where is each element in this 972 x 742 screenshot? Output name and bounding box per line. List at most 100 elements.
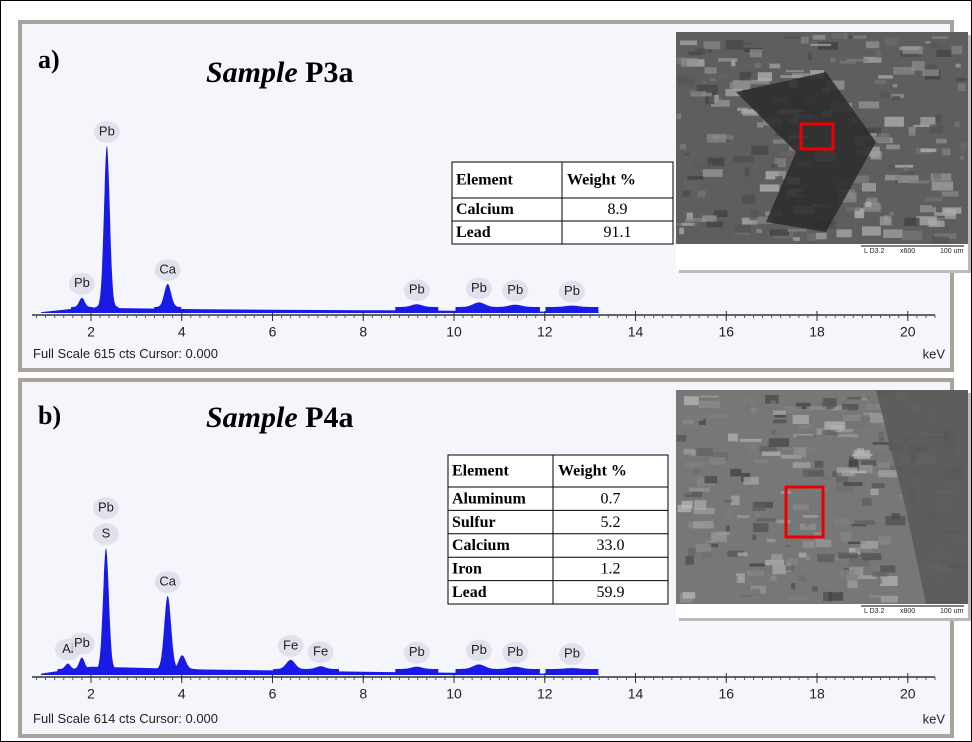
image-texture [866, 402, 877, 408]
image-texture [785, 70, 805, 73]
image-texture [909, 180, 930, 184]
image-texture [681, 500, 693, 509]
image-texture [742, 217, 758, 225]
x-tick-label: 16 [718, 324, 734, 340]
image-texture [764, 559, 785, 566]
image-texture [725, 525, 730, 533]
image-texture [791, 582, 796, 590]
image-texture [838, 409, 849, 412]
image-texture [704, 476, 718, 484]
image-texture [880, 575, 898, 586]
image-texture [845, 206, 861, 211]
image-texture [838, 192, 857, 203]
image-texture [865, 201, 872, 207]
image-texture [832, 471, 838, 477]
image-texture [834, 557, 839, 561]
image-texture [817, 554, 835, 563]
x-unit: keV [923, 346, 946, 361]
image-texture [836, 476, 849, 483]
image-texture [936, 138, 947, 144]
table-header: Element [456, 172, 514, 189]
image-texture [787, 228, 807, 232]
image-texture [924, 197, 943, 202]
image-texture [931, 36, 948, 39]
image-texture [702, 169, 723, 177]
image-texture [727, 550, 745, 557]
image-texture [836, 229, 852, 238]
footer-part: cts Cursor: 0.000 [119, 346, 218, 361]
image-texture [697, 190, 706, 198]
image-texture [676, 57, 686, 65]
peak-label: Pb [409, 644, 425, 659]
image-texture [830, 58, 836, 63]
image-texture [701, 92, 712, 97]
image-texture [685, 462, 705, 467]
image-caption: x600 [900, 248, 915, 255]
image-texture [684, 491, 703, 498]
image-texture [683, 180, 699, 191]
image-texture [925, 41, 931, 44]
image-texture [802, 469, 825, 477]
image-texture [750, 403, 757, 413]
image-texture [843, 481, 863, 486]
peak-label: Ca [159, 261, 176, 276]
image-texture [852, 35, 867, 39]
image-texture [955, 63, 961, 68]
table-cell: 33.0 [597, 537, 625, 554]
image-texture [792, 409, 812, 415]
peak [154, 596, 182, 675]
x-tick-label: 8 [359, 686, 367, 702]
peak-label-bg [93, 120, 120, 143]
image-texture [954, 121, 960, 128]
image-texture [707, 157, 725, 166]
image-texture [880, 595, 898, 603]
image-texture [866, 197, 878, 206]
image-texture [866, 41, 880, 49]
peak [395, 666, 439, 675]
image-texture [859, 464, 873, 474]
image-texture [757, 216, 774, 224]
image-texture [720, 108, 742, 112]
image-texture [861, 183, 876, 192]
image-texture [864, 127, 881, 136]
image-texture [792, 414, 809, 424]
peak [168, 655, 197, 675]
image-texture [725, 88, 743, 97]
table-header: Element [452, 463, 510, 480]
peak-label-bg [277, 634, 304, 657]
image-texture [707, 543, 718, 548]
image-texture [702, 215, 717, 222]
image-texture [848, 460, 860, 470]
peak-label-bg [92, 497, 119, 520]
table-cell: Aluminum [452, 490, 526, 507]
image-texture [838, 552, 858, 559]
image-texture [858, 101, 880, 109]
image-texture [828, 592, 844, 601]
image-texture [770, 575, 777, 581]
peak [71, 297, 93, 313]
peak-label: Pb [564, 283, 580, 298]
image-texture [959, 142, 967, 151]
peak-label: Pb [471, 280, 487, 295]
x-tick-label: 2 [87, 324, 95, 340]
image-texture [771, 164, 778, 168]
image-texture [694, 163, 714, 169]
peak [490, 666, 540, 675]
image-texture [815, 232, 827, 240]
image-texture [773, 410, 786, 415]
peak-label-bg [502, 641, 529, 664]
image-texture [745, 178, 756, 186]
image-texture [848, 547, 861, 555]
table-cell: Lead [452, 584, 487, 601]
image-texture [756, 229, 763, 233]
x-tick-label: 8 [359, 324, 367, 340]
image-texture [863, 202, 881, 212]
image-dark-region [736, 72, 876, 232]
image-texture [775, 176, 783, 180]
image-texture [772, 139, 789, 144]
image-texture [861, 118, 866, 129]
table-cell: 8.9 [608, 201, 628, 218]
peak-label: Fe [283, 637, 298, 652]
image-texture [681, 58, 698, 67]
table-cell: Lead [456, 224, 491, 241]
